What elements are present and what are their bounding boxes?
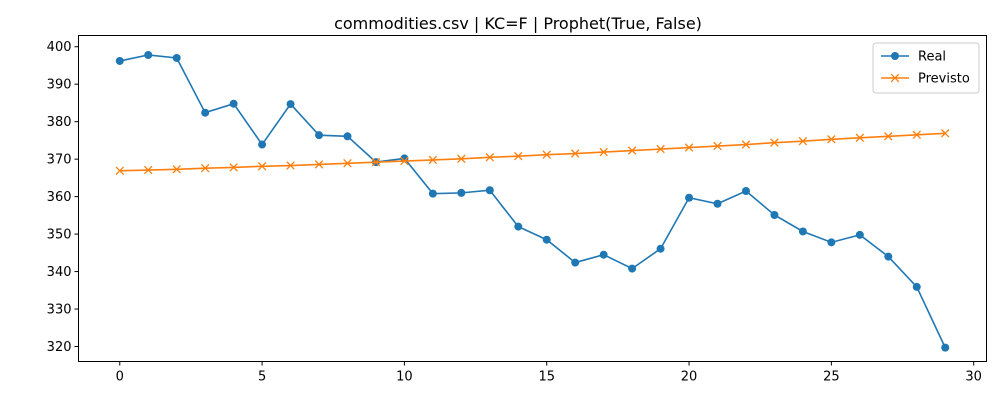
data-point-real bbox=[343, 132, 352, 141]
data-point-real bbox=[286, 100, 295, 109]
data-point-previsto bbox=[770, 138, 779, 147]
y-tick-label: 380 bbox=[47, 115, 72, 130]
legend-marker-previsto bbox=[890, 73, 900, 83]
data-point-previsto bbox=[457, 154, 466, 164]
data-point-previsto bbox=[570, 149, 580, 158]
data-point-previsto bbox=[115, 166, 125, 176]
data-point-previsto bbox=[343, 159, 352, 168]
data-point-real bbox=[115, 56, 124, 65]
data-point-previsto bbox=[827, 135, 836, 144]
data-point-previsto bbox=[286, 161, 295, 170]
x-tick-label: 20 bbox=[681, 370, 698, 385]
data-point-real bbox=[201, 108, 210, 117]
data-point-previsto bbox=[143, 165, 153, 175]
data-point-previsto bbox=[314, 160, 324, 169]
data-point-previsto bbox=[855, 133, 865, 143]
data-point-real bbox=[315, 131, 324, 140]
data-point-previsto bbox=[912, 130, 922, 140]
data-point-real bbox=[770, 210, 779, 219]
data-point-previsto bbox=[940, 129, 950, 138]
y-tick-label: 390 bbox=[47, 78, 72, 93]
chart-title: commodities.csv | KC=F | Prophet(True, F… bbox=[334, 14, 702, 33]
x-tick-label: 0 bbox=[116, 370, 124, 385]
data-point-previsto bbox=[542, 150, 551, 159]
x-tick-label: 10 bbox=[396, 370, 413, 385]
data-point-real bbox=[912, 282, 921, 291]
data-point-previsto bbox=[514, 151, 523, 161]
series-previsto bbox=[115, 129, 950, 176]
series-line-previsto bbox=[119, 132, 946, 172]
data-point-real bbox=[571, 258, 580, 267]
data-point-previsto bbox=[599, 147, 608, 157]
y-tick-label: 320 bbox=[47, 340, 72, 355]
legend-label-real: Real bbox=[918, 50, 946, 65]
data-point-real bbox=[656, 244, 665, 253]
data-point-real bbox=[514, 222, 523, 231]
data-point-real bbox=[428, 189, 437, 198]
data-point-previsto bbox=[741, 140, 751, 149]
plot-area bbox=[115, 50, 950, 352]
data-point-previsto bbox=[400, 156, 409, 166]
data-point-previsto bbox=[200, 163, 210, 173]
y-tick-label: 370 bbox=[47, 153, 72, 168]
x-tick-label: 25 bbox=[823, 370, 840, 385]
data-point-real bbox=[628, 264, 637, 273]
data-point-real bbox=[542, 235, 551, 244]
data-point-real bbox=[798, 227, 807, 236]
data-point-previsto bbox=[656, 144, 665, 154]
data-point-previsto bbox=[684, 143, 694, 152]
y-tick-label: 360 bbox=[47, 190, 72, 205]
x-axis: 0 5 10 15 20 25 30 bbox=[116, 361, 982, 385]
data-point-real bbox=[485, 186, 494, 195]
y-tick-label: 350 bbox=[47, 228, 72, 243]
data-point-real bbox=[713, 199, 722, 208]
y-axis: 320 330 340 350 360 370 380 390 400 bbox=[47, 40, 79, 355]
x-tick-label: 15 bbox=[538, 370, 555, 385]
y-tick-label: 400 bbox=[47, 40, 72, 55]
data-point-previsto bbox=[172, 165, 181, 174]
y-tick-label: 340 bbox=[47, 265, 72, 280]
data-point-previsto bbox=[485, 153, 495, 162]
data-point-real bbox=[599, 250, 608, 259]
y-tick-label: 330 bbox=[47, 303, 72, 318]
data-point-real bbox=[741, 187, 750, 196]
data-point-real bbox=[855, 230, 864, 239]
data-point-real bbox=[229, 99, 238, 108]
data-point-real bbox=[827, 238, 836, 247]
legend: Real Previsto bbox=[872, 42, 980, 94]
data-point-real bbox=[457, 188, 466, 197]
data-point-previsto bbox=[798, 136, 808, 146]
data-point-previsto bbox=[229, 163, 238, 172]
series-real bbox=[115, 50, 950, 352]
data-point-previsto bbox=[371, 157, 381, 167]
legend-marker-real bbox=[891, 52, 899, 60]
data-point-previsto bbox=[428, 155, 438, 165]
data-point-previsto bbox=[884, 132, 893, 141]
data-point-real bbox=[144, 50, 153, 59]
data-point-real bbox=[172, 53, 181, 62]
x-tick-label: 5 bbox=[258, 370, 266, 385]
data-point-real bbox=[685, 193, 694, 202]
data-point-previsto bbox=[713, 141, 722, 151]
data-point-real bbox=[941, 343, 950, 352]
axes-frame bbox=[78, 35, 987, 362]
x-tick-label: 30 bbox=[965, 370, 982, 385]
legend-label-previsto: Previsto bbox=[918, 72, 970, 87]
data-point-real bbox=[258, 140, 267, 149]
series-line-real bbox=[119, 54, 946, 348]
data-point-previsto bbox=[627, 146, 637, 155]
data-point-previsto bbox=[257, 162, 267, 171]
data-point-real bbox=[884, 252, 893, 261]
